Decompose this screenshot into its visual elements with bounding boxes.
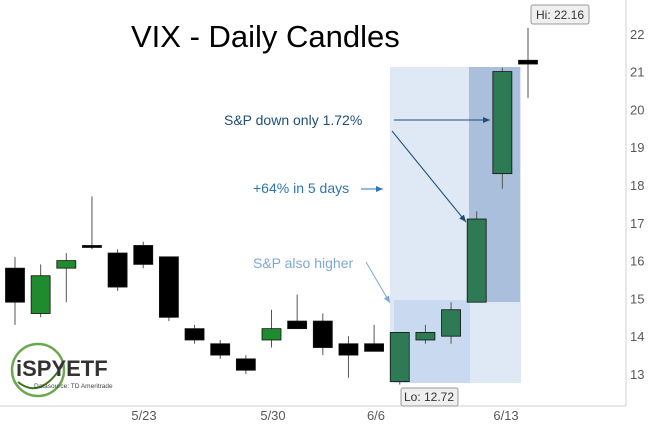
candle-body xyxy=(5,267,25,303)
x-tick-label: 5/23 xyxy=(131,408,156,423)
lo-label-box xyxy=(400,387,459,407)
annotation-64-percent: +64% in 5 days xyxy=(253,180,349,196)
candle-body xyxy=(82,245,102,248)
logo-swoosh xyxy=(17,365,63,390)
candle-body xyxy=(518,59,538,65)
y-tick-label: 22 xyxy=(630,27,644,42)
x-tick-label: 5/30 xyxy=(260,408,285,423)
candle-body xyxy=(133,245,154,265)
x-axis-ticks: 5/23 5/30 6/6 6/13 xyxy=(131,408,518,423)
y-tick-label: 17 xyxy=(630,216,644,231)
candle-body xyxy=(338,343,359,356)
candle-body xyxy=(210,343,231,356)
candle-body xyxy=(466,218,487,303)
y-tick-label: 18 xyxy=(630,178,644,193)
candle-body xyxy=(30,275,51,314)
candle-body xyxy=(56,260,77,269)
candle-body xyxy=(184,328,205,341)
logo-wordmark: iSPYETF xyxy=(16,356,108,381)
hi-label-box xyxy=(530,4,590,25)
logo-datasource: Datasource: TD Ameritrade xyxy=(34,383,113,390)
chart-title: VIX - Daily Candles xyxy=(131,19,400,54)
annotation-sp-also-higher: S&P also higher xyxy=(253,255,353,271)
arrow-to-also-higher xyxy=(365,261,391,304)
candle-body xyxy=(158,256,179,318)
candle-body xyxy=(364,343,385,352)
candle-body xyxy=(261,328,282,341)
hi-label: Hi: 22.16 xyxy=(536,8,584,22)
y-tick-label: 21 xyxy=(630,65,644,80)
x-tick-label: 6/13 xyxy=(493,408,518,423)
candles-group xyxy=(5,27,538,385)
candle-body xyxy=(441,309,461,337)
y-tick-label: 16 xyxy=(630,254,644,269)
annotation-sp-down: S&P down only 1.72% xyxy=(224,112,362,128)
candle-body xyxy=(415,332,436,341)
y-tick-label: 13 xyxy=(630,367,644,382)
logo-ring xyxy=(10,342,66,398)
ispyetf-logo: iSPYETF Datasource: TD Ameritrade xyxy=(10,342,113,398)
candle-body xyxy=(389,332,410,382)
candle-body xyxy=(287,320,308,330)
y-tick-label: 19 xyxy=(630,140,644,155)
candle-body xyxy=(312,320,333,348)
y-axis-ticks: 13 14 15 16 17 18 19 20 21 22 xyxy=(630,27,644,382)
y-tick-label: 14 xyxy=(630,329,644,344)
y-tick-label: 20 xyxy=(630,102,644,117)
candle-body xyxy=(492,71,513,175)
lo-label: Lo: 12.72 xyxy=(404,390,454,404)
candle-body xyxy=(107,252,128,288)
arrow-to-breakout-candle xyxy=(391,130,467,223)
candle-body xyxy=(235,358,256,371)
y-tick-label: 15 xyxy=(630,291,644,306)
x-tick-label: 6/6 xyxy=(367,408,385,423)
